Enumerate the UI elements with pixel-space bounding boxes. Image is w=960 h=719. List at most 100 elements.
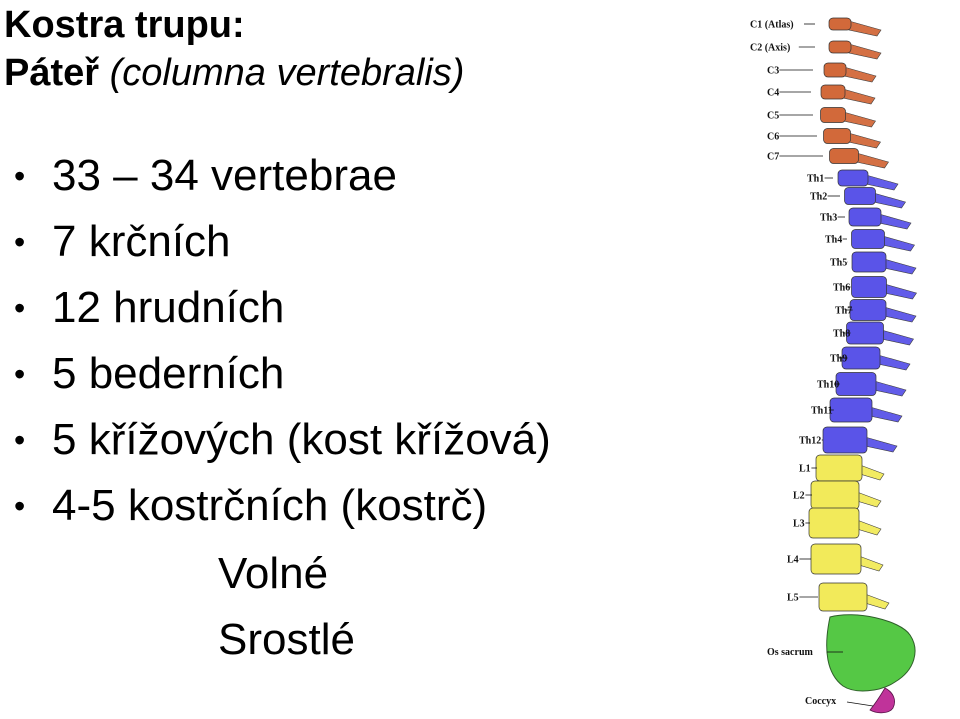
- vertebra-label: L2: [793, 491, 805, 502]
- vertebra-process: [843, 66, 877, 83]
- vertebra-label: Th8: [833, 329, 850, 340]
- vertebra-body: [828, 17, 852, 31]
- vertebra-label: Th3: [820, 213, 837, 224]
- vertebra-body: [820, 107, 846, 123]
- sacrum-shape: [826, 614, 916, 692]
- vertebra-body: [822, 426, 868, 454]
- coccyx-label: Coccyx: [805, 696, 836, 707]
- vertebra-process: [856, 491, 882, 508]
- vertebra-body: [851, 251, 887, 273]
- vertebra-label: Th1: [807, 174, 824, 185]
- vertebra-body: [808, 507, 860, 539]
- vertebra-label: C4: [767, 88, 779, 99]
- vertebra-process: [859, 464, 885, 481]
- bullet-list: • 33 – 34 vertebrae • 7 krčních • 12 hrudní…: [14, 150, 551, 546]
- vertebra-label: Th12: [799, 436, 821, 447]
- spine-illustration: C1 (Atlas) C2 (Axis) C3 C4 C5 C6 C7 Th1 Th2 Th3 Th…: [750, 17, 917, 714]
- vertebra-body: [823, 128, 851, 144]
- bullet-item: • 5 bederních: [14, 348, 551, 414]
- vertebra-process: [869, 406, 903, 423]
- vertebra-body: [841, 346, 881, 370]
- group-free-label: Volné: [218, 549, 329, 598]
- vertebra-label: L4: [787, 555, 799, 566]
- vertebra-process: [878, 213, 912, 230]
- subtitle-latin: (columna vertebralis): [109, 52, 465, 94]
- vertebra-body: [810, 480, 860, 510]
- vertebra-process: [881, 329, 914, 346]
- vertebra-process: [856, 519, 882, 536]
- vertebra-body: [818, 582, 868, 612]
- vertebra-label: C2 (Axis): [750, 43, 790, 54]
- bullet-icon: •: [14, 224, 26, 260]
- vertebra-label: Th10: [817, 380, 839, 391]
- vertebra-process: [858, 555, 884, 572]
- vertebra-label: Th4: [825, 235, 842, 246]
- vertebra-process: [873, 192, 906, 209]
- vertebra-label: Th9: [830, 354, 847, 365]
- slide-subtitle: Páteř (columna vertebralis): [4, 50, 464, 96]
- vertebra-label: L1: [799, 464, 811, 475]
- vertebra-process: [856, 152, 889, 169]
- bullet-text: 5 křížových (kost křížová): [52, 415, 551, 464]
- bullet-icon: •: [14, 158, 26, 194]
- vertebra-body: [828, 40, 852, 54]
- vertebra-body: [837, 169, 869, 187]
- vertebra-body: [849, 299, 887, 321]
- subtitle-czech: Páteř: [4, 52, 100, 94]
- vertebra-label: C3: [767, 66, 779, 77]
- vertebra-label: Th2: [810, 192, 827, 203]
- vertebra-process: [883, 306, 917, 323]
- vertebra-process: [864, 436, 898, 453]
- vertebra-process: [843, 111, 876, 128]
- label-leader-line: [846, 701, 874, 707]
- vertebra-label: Th11: [811, 406, 833, 417]
- vertebra-process: [848, 132, 881, 149]
- bullet-text: 4-5 kostrčních (kostrč): [52, 481, 488, 530]
- vertebra-body: [848, 207, 882, 227]
- bullet-item: • 33 – 34 vertebrae: [14, 150, 551, 216]
- vertebra-body: [835, 372, 877, 396]
- vertebra-process: [882, 235, 915, 252]
- vertebra-body: [815, 454, 863, 482]
- vertebra-body: [829, 397, 873, 423]
- vertebra-process: [864, 593, 890, 610]
- slide-title: Kostra trupu:: [4, 4, 245, 46]
- bullet-item: • 5 křížových (kost křížová): [14, 414, 551, 480]
- vertebra-process: [842, 88, 876, 105]
- vertebra-body: [823, 62, 847, 78]
- bullet-text: 12 hrudních: [52, 283, 285, 332]
- bullet-item: • 4-5 kostrčních (kostrč): [14, 480, 551, 546]
- vertebra-process: [883, 258, 917, 275]
- bullet-text: 7 krčních: [52, 217, 231, 266]
- vertebra-body: [844, 187, 876, 205]
- vertebra-process: [848, 43, 882, 60]
- vertebra-body: [820, 84, 846, 100]
- vertebra-process: [873, 380, 907, 397]
- vertebra-process: [877, 354, 911, 371]
- bullet-icon: •: [14, 290, 26, 326]
- vertebra-label: C5: [767, 111, 779, 122]
- bullet-item: • 7 krčních: [14, 216, 551, 282]
- vertebra-label: L5: [787, 593, 799, 604]
- sacrum-label: Os sacrum: [767, 647, 814, 658]
- bullet-icon: •: [14, 356, 26, 392]
- vertebra-label: C7: [767, 152, 779, 163]
- vertebra-process: [884, 283, 917, 300]
- vertebra-body: [810, 543, 862, 575]
- vertebra-body: [851, 229, 885, 249]
- bullet-item: • 12 hrudních: [14, 282, 551, 348]
- vertebra-body: [846, 321, 884, 345]
- vertebra-label: Th7: [835, 306, 852, 317]
- bullet-text: 5 bederních: [52, 349, 285, 398]
- vertebra-label: Th6: [833, 283, 850, 294]
- vertebra-process: [848, 20, 882, 37]
- group-fused-label: Srostlé: [218, 615, 355, 664]
- vertebra-body: [829, 148, 859, 164]
- vertebra-label: L3: [793, 519, 805, 530]
- vertebra-label: C6: [767, 132, 779, 143]
- bullet-text: 33 – 34 vertebrae: [52, 151, 397, 200]
- coccyx-shape: [869, 687, 895, 714]
- vertebra-label: C1 (Atlas): [750, 20, 794, 31]
- vertebra-body: [851, 276, 887, 298]
- vertebra-label: Th5: [830, 258, 847, 269]
